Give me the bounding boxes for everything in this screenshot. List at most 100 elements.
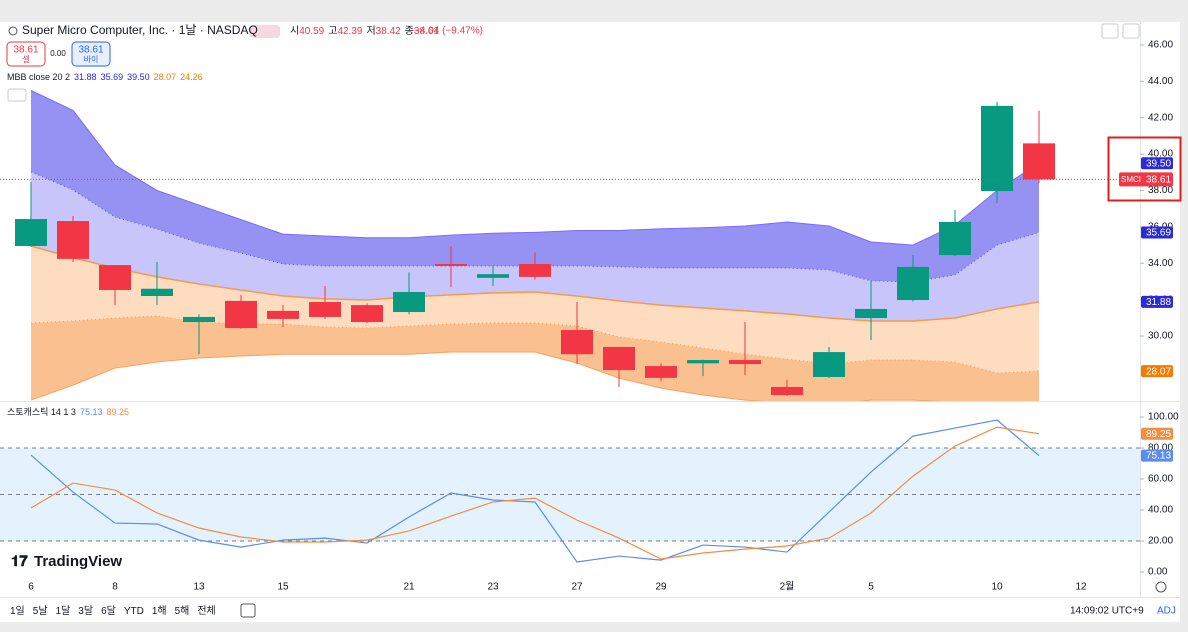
price-tag-label: 28.07	[1146, 366, 1171, 377]
ohlc-label: 고	[328, 26, 337, 37]
ohlc-label: 종	[405, 25, 414, 37]
candle-body	[687, 360, 719, 364]
ohlc-value: 42.39	[337, 26, 362, 37]
x-tick-label: 15	[277, 582, 289, 593]
stoch-tag-label: 75.13	[1146, 451, 1171, 462]
stoch-line	[30, 419, 1040, 563]
ohlc-label: 시	[290, 25, 299, 37]
x-tick-label: 2월	[780, 581, 795, 593]
stoch-value: 89.25	[106, 407, 129, 417]
adj-button[interactable]: ADJ	[1157, 606, 1176, 617]
price-tag	[1141, 157, 1173, 170]
range-buttons[interactable]: 1일 5날 1달 3달 6달 YTD 1해 5해 전체	[10, 604, 216, 617]
stoch-tag	[1141, 427, 1173, 440]
y-tick-label: 38.00	[1148, 185, 1173, 196]
y-tick-label: 42.00	[1148, 112, 1173, 123]
candle-body	[1023, 143, 1055, 180]
settings-button[interactable]	[1122, 23, 1140, 39]
candle-body	[561, 330, 593, 355]
candle-body	[939, 221, 971, 256]
highlight-box	[1107, 136, 1182, 202]
y-tick-label: 20.00	[1148, 536, 1173, 547]
range-button[interactable]: YTD	[124, 606, 144, 617]
collapse-button[interactable]	[7, 88, 27, 102]
mbb-title: MBB close 20 2	[7, 72, 70, 82]
x-tick-label: 10	[991, 582, 1003, 593]
candle-body	[645, 366, 677, 378]
candle-body	[981, 105, 1013, 192]
range-button[interactable]: 1일	[10, 605, 25, 617]
candle-body	[267, 310, 299, 319]
stoch-line	[30, 426, 1040, 560]
price-tag-label: 39.50	[1146, 158, 1171, 169]
price-tag	[1141, 226, 1173, 239]
candle-body	[393, 292, 425, 313]
symbol-icon	[8, 26, 18, 36]
candle-body	[141, 288, 173, 297]
change: −4.04 (−9.47%)	[414, 26, 483, 37]
y-tick-label: 100.00	[1148, 412, 1179, 423]
axis-settings[interactable]	[1155, 581, 1167, 593]
y-tick-label: 40.00	[1148, 149, 1173, 160]
symbol-tag	[1119, 172, 1173, 187]
mbb-value: 31.88	[74, 72, 97, 82]
candle-body	[435, 263, 467, 266]
range-button[interactable]: 5날	[33, 605, 48, 617]
ohlc-legend: 시40.59 고42.39 저38.42 종38.61	[290, 25, 439, 37]
stoch-title: 스토캐스틱 14 1 3	[7, 406, 76, 417]
range-button[interactable]: 3달	[78, 605, 93, 617]
x-tick-label: 6	[28, 582, 34, 593]
stoch-legend: 스토캐스틱 14 1 3 75.13 89.25	[7, 406, 129, 417]
date-range-button[interactable]	[240, 603, 256, 618]
x-tick-label: 8	[112, 582, 118, 593]
price-tag-label: 31.88	[1146, 297, 1171, 308]
candle-body	[519, 263, 551, 277]
symbol-title: Super Micro Computer, Inc. · 1날 · NASDAQ	[22, 23, 258, 37]
x-tick-label: 23	[487, 582, 499, 593]
range-button[interactable]: 5해	[175, 604, 190, 617]
range-button[interactable]: 6달	[101, 605, 116, 617]
candle-body	[771, 386, 803, 395]
logo-mark: 𝟏𝟕	[11, 553, 28, 570]
range-button[interactable]: 1해	[152, 604, 167, 617]
range-button[interactable]: 전체	[197, 605, 215, 617]
y-tick-label: 60.00	[1148, 474, 1173, 485]
sell-label: 셀	[22, 54, 29, 64]
x-tick-label: 12	[1075, 582, 1087, 593]
buy-label: 바이	[84, 54, 99, 64]
symbol-tag-name: SMCI	[1121, 175, 1141, 184]
buy-button[interactable]	[71, 41, 111, 67]
y-tick-label: 0.00	[1148, 567, 1168, 578]
band-fill	[31, 171, 1039, 321]
range-button[interactable]: 1달	[56, 605, 71, 617]
mbb-value: 28.07	[154, 72, 177, 82]
band-fill	[31, 245, 1039, 373]
download-button[interactable]	[1101, 23, 1119, 39]
y-tick-label: 40.00	[1148, 505, 1173, 516]
candle-body	[603, 346, 635, 371]
candle-body	[813, 352, 845, 377]
mbb-value: 35.69	[101, 72, 124, 82]
flag-button[interactable]	[250, 25, 280, 38]
x-tick-label: 13	[193, 582, 205, 593]
x-tick-label: 21	[403, 582, 415, 593]
candle-body	[855, 308, 887, 319]
candle-body	[477, 274, 509, 278]
buy-price: 38.61	[78, 45, 103, 56]
y-tick-label: 30.00	[1148, 331, 1173, 342]
y-tick-label: 34.00	[1148, 258, 1173, 269]
candle-body	[15, 219, 47, 246]
mbb-legend: MBB close 20 2 31.88 35.69 39.50 28.07 24.26	[7, 72, 203, 82]
price-tag	[1141, 365, 1173, 378]
x-tick-label: 5	[868, 582, 874, 593]
candle-body	[729, 360, 761, 365]
spread: 0.00	[50, 49, 66, 58]
sell-button[interactable]	[6, 41, 46, 67]
stoch-tag-label: 89.25	[1146, 429, 1171, 440]
ohlc-value: 38.61	[414, 26, 439, 37]
y-tick-label: 46.00	[1148, 40, 1173, 51]
candle-body	[351, 305, 383, 323]
ohlc-value: 38.42	[376, 26, 401, 37]
band-line	[30, 89, 1040, 246]
x-tick-label: 29	[655, 582, 667, 593]
